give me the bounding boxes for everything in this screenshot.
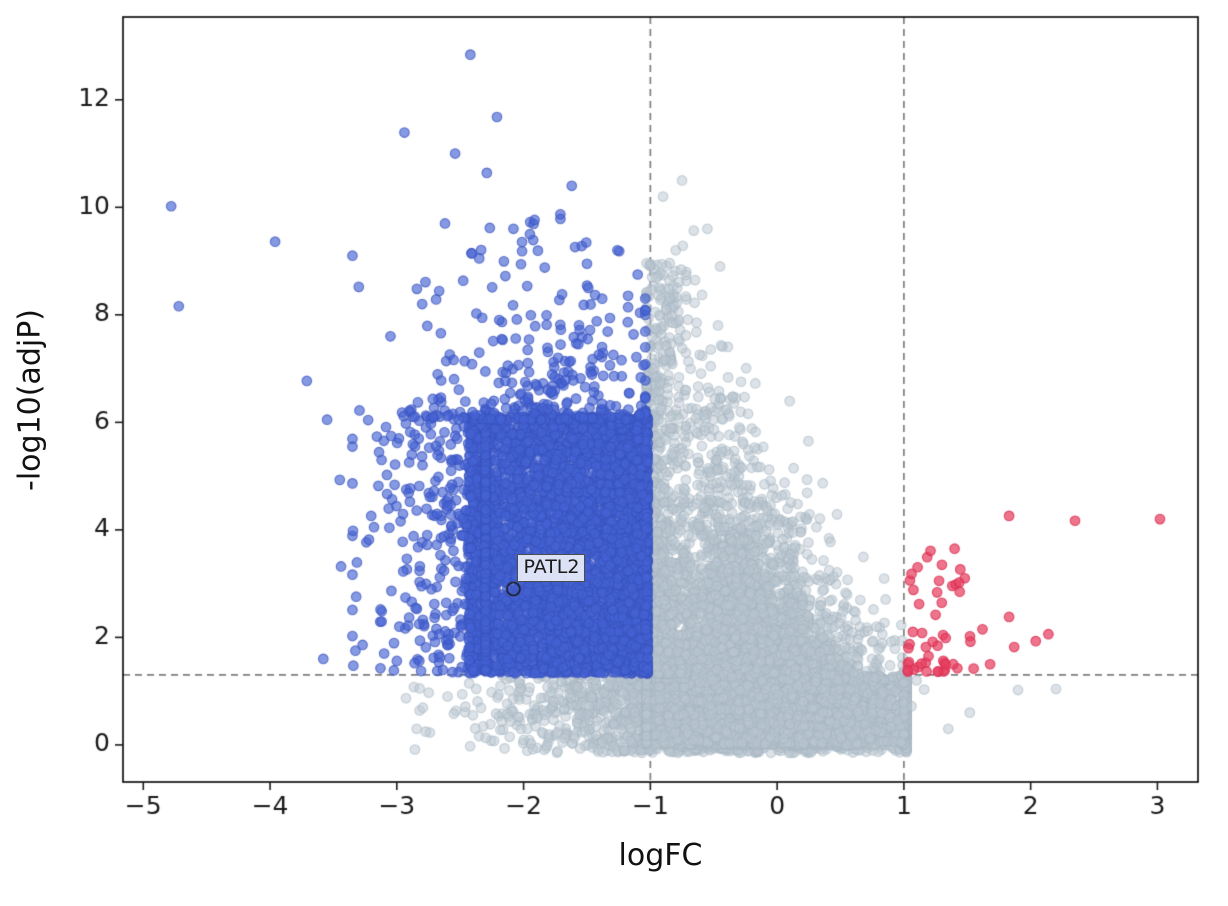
- x-axis-label: logFC: [618, 838, 703, 873]
- y-axis-label: -log10(adjP): [12, 309, 48, 491]
- gene-annotation-label: PATL2: [517, 554, 586, 582]
